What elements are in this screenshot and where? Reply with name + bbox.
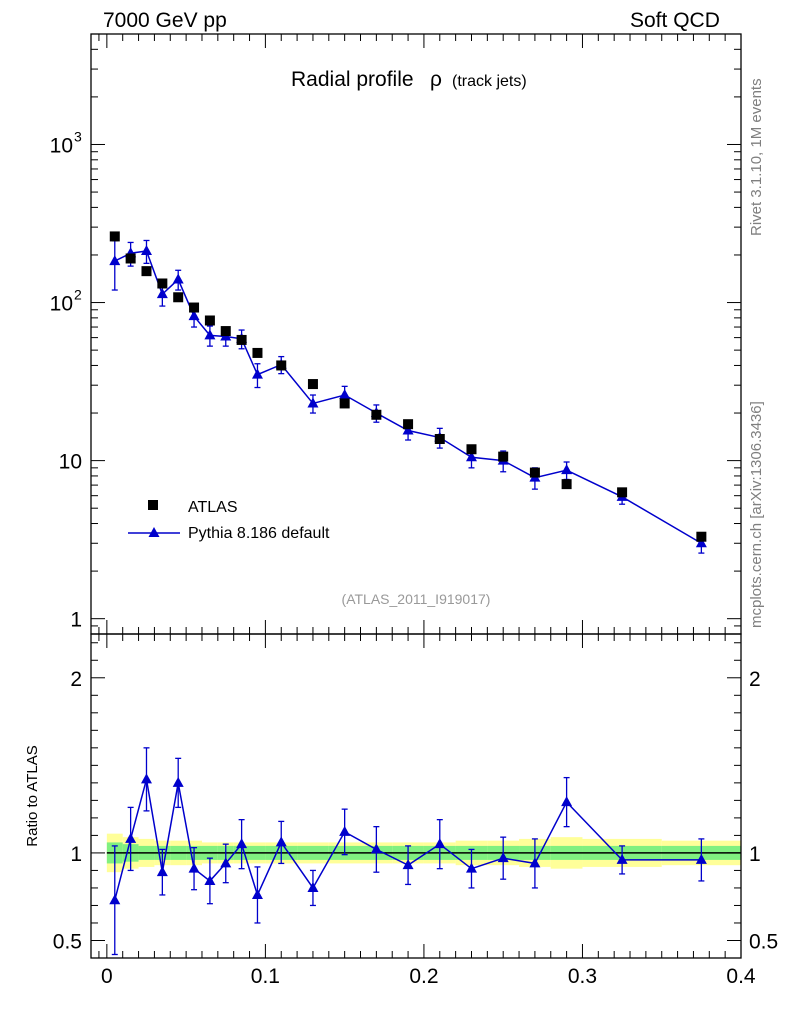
ratio-mc-point	[497, 852, 509, 863]
ratio-mc-point	[251, 888, 263, 899]
atlas-point	[307, 379, 318, 390]
atlas-point	[125, 253, 136, 264]
main-y-tick-label: 1	[70, 609, 82, 632]
x-tick-label: 0.4	[726, 965, 756, 988]
legend-mc-label: Pythia 8.186 default	[188, 525, 330, 542]
atlas-point	[466, 444, 477, 455]
x-tick-label: 0	[101, 965, 113, 988]
ratio-mc-point	[695, 853, 707, 864]
ratio-mc-point	[465, 862, 477, 873]
atlas-point	[109, 231, 120, 242]
ratio-mc-point	[109, 894, 121, 905]
ratio-mc-point	[370, 843, 382, 854]
mc-point	[402, 424, 414, 435]
ratio-mc-point	[236, 838, 248, 849]
main-y-tick-label: 10	[50, 293, 73, 316]
ratio-mc-point	[188, 862, 200, 873]
ratio-y-tick-label-right: 0.5	[749, 930, 778, 953]
atlas-point	[157, 278, 168, 289]
main-y-tick-label-exponent: 3	[74, 128, 82, 144]
mc-point	[140, 244, 152, 255]
atlas-point	[434, 434, 445, 445]
atlas-point	[339, 398, 350, 409]
main-frame	[90, 33, 742, 635]
x-tick-label: 0.3	[568, 965, 597, 988]
legend-atlas-marker	[148, 500, 158, 510]
ratio-y-axis: 0.5 0.5 1 1 2 2	[53, 642, 778, 959]
ratio-mc-point	[529, 857, 541, 868]
chart-title-symbol: ρ	[430, 68, 442, 91]
main-y-tick-label-exponent: 2	[74, 287, 82, 303]
ratio-y-tick-label: 2	[70, 668, 82, 691]
atlas-point	[141, 266, 152, 277]
x-tick-label: 0.1	[251, 965, 280, 988]
ratio-mc-point	[561, 796, 573, 807]
ratio-mc-point	[434, 838, 446, 849]
atlas-point	[561, 479, 572, 490]
ratio-mc-point	[125, 832, 137, 843]
mc-point	[109, 255, 121, 266]
atlas-point	[236, 334, 247, 345]
legend-atlas-label: ATLAS	[188, 499, 238, 516]
atlas-point	[276, 360, 287, 371]
ratio-mc-point	[616, 853, 628, 864]
x-tick-label: 0.2	[409, 965, 438, 988]
chart-title-suffix: (track jets)	[452, 73, 527, 90]
ratio-y-tick-label: 0.5	[53, 930, 82, 953]
mc-point	[172, 273, 184, 284]
ratio-mc-point	[339, 825, 351, 836]
ratio-mc-point	[275, 836, 287, 847]
mc-point	[465, 451, 477, 462]
mc-point	[561, 464, 573, 475]
legend-mc-marker	[148, 527, 160, 537]
atlas-point	[252, 347, 263, 358]
mc-point	[307, 397, 319, 408]
header-left-label: 7000 GeV pp	[103, 9, 227, 32]
atlas-point	[204, 315, 215, 326]
legend: ATLAS Pythia 8.186 default	[128, 499, 330, 542]
mc-point	[156, 288, 168, 299]
ratio-mc-point	[204, 874, 216, 885]
ratio-mc-point	[156, 866, 168, 877]
mc-series-line	[114, 250, 702, 544]
atlas-point	[529, 467, 540, 478]
mc-point	[204, 329, 216, 340]
ratio-mc-point	[307, 881, 319, 892]
ratio-mc-point	[402, 859, 414, 870]
atlas-point	[173, 292, 184, 303]
header-right-label: Soft QCD	[630, 9, 720, 32]
ratio-y-tick-label: 1	[70, 843, 82, 866]
ratio-mc-line	[114, 779, 702, 901]
mc-point	[188, 310, 200, 321]
atlas-point	[617, 487, 628, 498]
main-y-tick-label: 10	[59, 451, 82, 474]
main-y-tick-label: 10	[50, 134, 73, 157]
atlas-point	[696, 531, 707, 542]
ratio-panel: 0.5 0.5 1 1 2 2 Ratio to ATLAS 0 0.1 0.2 0.3 0.4	[24, 633, 778, 988]
mc-point	[339, 389, 351, 400]
ratio-y-tick-label-right: 2	[749, 668, 761, 691]
ratio-mc-point	[172, 776, 184, 787]
atlas-point	[371, 409, 382, 420]
ratio-y-tick-label-right: 1	[749, 843, 761, 866]
ratio-frame	[90, 633, 742, 959]
mc-point	[251, 368, 263, 379]
atlas-point	[189, 302, 200, 313]
ratio-mc-point	[220, 857, 232, 868]
ratio-y-axis-label: Ratio to ATLAS	[24, 745, 41, 846]
mc-point	[695, 537, 707, 548]
ratio-mc-point	[140, 773, 152, 784]
atlas-point	[220, 326, 231, 337]
atlas-point	[403, 419, 414, 430]
atlas-point	[498, 451, 509, 462]
analysis-ref-label: (ATLAS_2011_I919017)	[342, 591, 491, 607]
chart-title: Radial profile	[291, 68, 414, 91]
